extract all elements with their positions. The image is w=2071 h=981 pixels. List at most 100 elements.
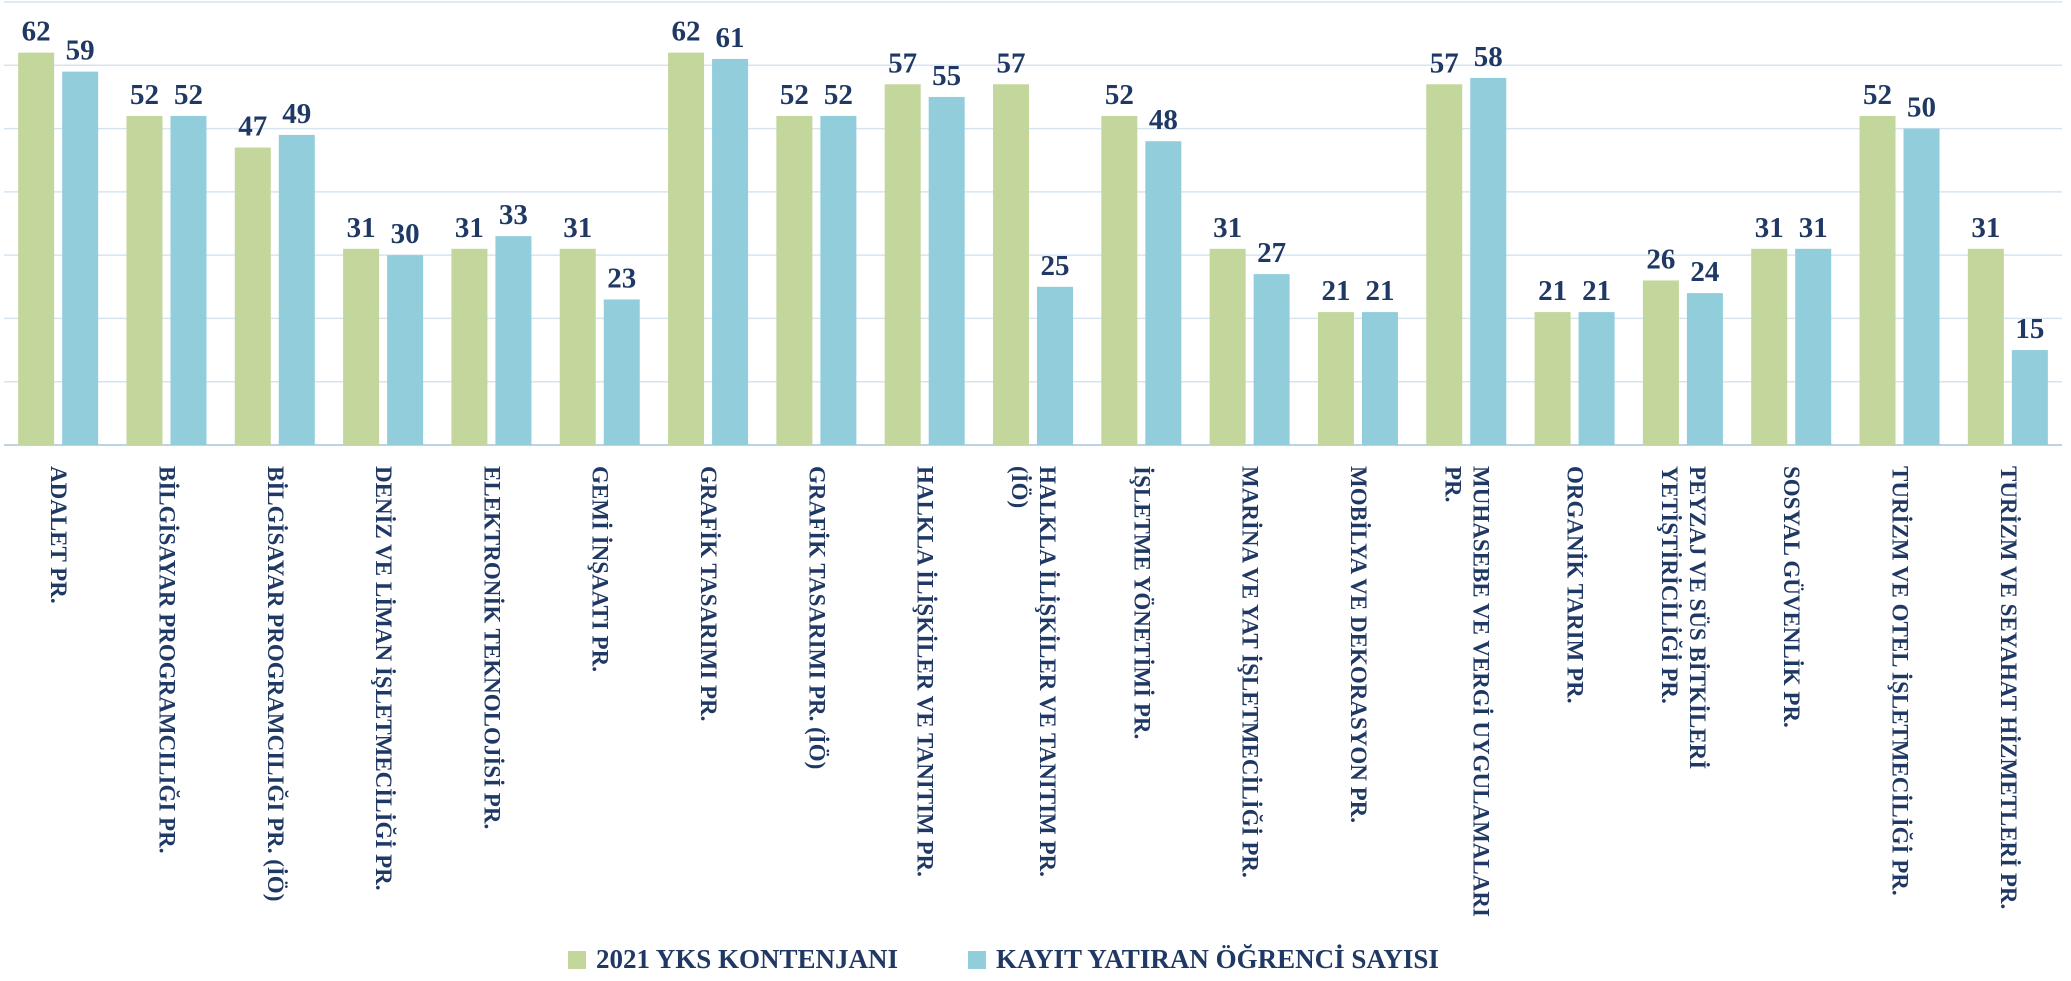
bar (1859, 115, 1896, 446)
x-tick-label: HALKLA İLİŞKİLER VE TANITIM PR. (İÖ) (1007, 466, 1060, 877)
x-tick-label: HALKLA İLİŞKİLER VE TANITIM PR. (912, 466, 938, 877)
data-label: 52 (130, 79, 159, 111)
data-label: 33 (499, 199, 528, 231)
data-label: 52 (780, 79, 809, 111)
data-label: 62 (22, 16, 51, 48)
data-label: 15 (2015, 313, 2044, 345)
bar (603, 299, 640, 445)
data-label: 31 (1799, 212, 1828, 244)
data-label: 49 (282, 98, 311, 130)
data-label: 52 (824, 79, 853, 111)
bar (1903, 128, 1940, 446)
plot-area: 62 59 52 52 47 49 31 30 31 33 31 23 62 61 52 52 57 55 57 25… (4, 1, 2062, 446)
bar (1037, 286, 1073, 445)
x-tick-label: DENİZ VE LİMAN İŞLETMECİLİĞİ PR. (371, 466, 397, 891)
bar (1317, 312, 1354, 445)
x-tick-label: BİLGİSAYAR PROGRAMCILIĞI PR. (İÖ) (262, 466, 288, 902)
data-label: 21 (1538, 275, 1567, 307)
data-label: 55 (932, 60, 961, 92)
x-tick-label: GRAFİK TASARIMI PR. (İÖ) (804, 466, 830, 770)
data-label: 58 (1474, 41, 1503, 73)
bar (1361, 312, 1398, 445)
x-tick-label: PEYZAJ VE SÜS BİTKİLERİ YETİŞTİRİCİLİĞİ … (1656, 466, 1710, 770)
x-tick-label: İŞLETME YÖNETİMİ PR. (1129, 466, 1155, 740)
bar (1470, 77, 1507, 445)
data-label: 52 (1105, 79, 1134, 111)
bar (1426, 84, 1463, 446)
bar (1101, 115, 1138, 446)
bar (234, 147, 271, 446)
bar (884, 84, 921, 446)
bar (1751, 248, 1788, 445)
bar (1145, 141, 1182, 445)
bar (1642, 280, 1679, 445)
data-label: 31 (1971, 212, 2000, 244)
bar (1967, 248, 2004, 445)
data-label: 57 (997, 47, 1026, 79)
x-tick-label: TURİZM VE SEYAHAT HİZMETLERİ PR. (1995, 466, 2021, 910)
data-label: 24 (1690, 256, 1719, 288)
bar (1578, 312, 1615, 445)
bar (170, 115, 207, 446)
legend-swatch (968, 950, 986, 969)
data-label: 21 (1321, 275, 1350, 307)
data-label: 31 (347, 212, 376, 244)
bar (1534, 312, 1571, 445)
bar (993, 84, 1029, 446)
legend-label: KAYIT YATIRAN ÖĞRENCİ SAYISI (996, 944, 1439, 974)
data-label: 27 (1257, 237, 1286, 269)
x-tick-label: ORGANİK TARIM PR. (1562, 466, 1588, 704)
data-label: 62 (672, 16, 701, 48)
bar (343, 248, 380, 445)
data-label: 47 (238, 111, 267, 143)
bar (776, 115, 813, 446)
bar (18, 52, 55, 445)
x-tick-label: SOSYAL GÜVENLİK PR. (1779, 466, 1805, 728)
bar (1253, 274, 1290, 445)
bar (712, 58, 749, 445)
bar (1795, 248, 1832, 445)
data-label: 25 (1041, 250, 1070, 282)
bar (495, 236, 532, 445)
bar (126, 115, 163, 446)
data-label: 21 (1582, 275, 1611, 307)
data-label: 31 (563, 212, 592, 244)
bar (1686, 293, 1723, 445)
x-tick-label: BİLGİSAYAR PROGRAMCILIĞI PR. (154, 466, 180, 854)
data-label: 57 (1430, 47, 1459, 79)
data-label: 50 (1907, 92, 1936, 124)
legend-swatch (568, 950, 586, 969)
legend-item: 2021 YKS KONTENJANI (568, 944, 898, 975)
x-tick-label: ELEKTRONİK TEKNOLOJİSİ PR. (479, 466, 505, 830)
data-label: 52 (174, 79, 203, 111)
bar (928, 96, 965, 445)
x-tick-label: MUHASEBE VE VERGİ UYGULAMALARI PR. (1440, 466, 1494, 917)
bar (1209, 248, 1246, 445)
data-label: 30 (391, 218, 420, 250)
bar (820, 115, 857, 446)
x-tick-label: GEMİ İNŞAATI PR. (587, 466, 613, 672)
data-label: 48 (1149, 104, 1178, 136)
data-label: 52 (1863, 79, 1892, 111)
data-label: 23 (607, 262, 636, 294)
data-label: 31 (1213, 212, 1242, 244)
bar (62, 71, 99, 445)
bar (451, 248, 488, 445)
bar (278, 134, 315, 445)
bar (2011, 350, 2048, 445)
legend-item: KAYIT YATIRAN ÖĞRENCİ SAYISI (968, 944, 1439, 975)
x-tick-label: GRAFİK TASARIMI PR. (696, 466, 722, 722)
bar (668, 52, 705, 445)
bar (559, 248, 596, 445)
x-tick-label: MOBİLYA VE DEKORASYON PR. (1345, 466, 1371, 824)
data-label: 59 (66, 35, 95, 67)
data-label: 31 (455, 212, 484, 244)
x-tick-label: TURİZM VE OTEL İŞLETMECİLİĞİ PR. (1887, 466, 1913, 896)
data-label: 31 (1755, 212, 1784, 244)
x-tick-label: ADALET PR. (46, 466, 72, 604)
data-label: 26 (1646, 243, 1675, 275)
data-label: 57 (888, 47, 917, 79)
data-label: 61 (716, 22, 745, 54)
data-label: 21 (1365, 275, 1394, 307)
